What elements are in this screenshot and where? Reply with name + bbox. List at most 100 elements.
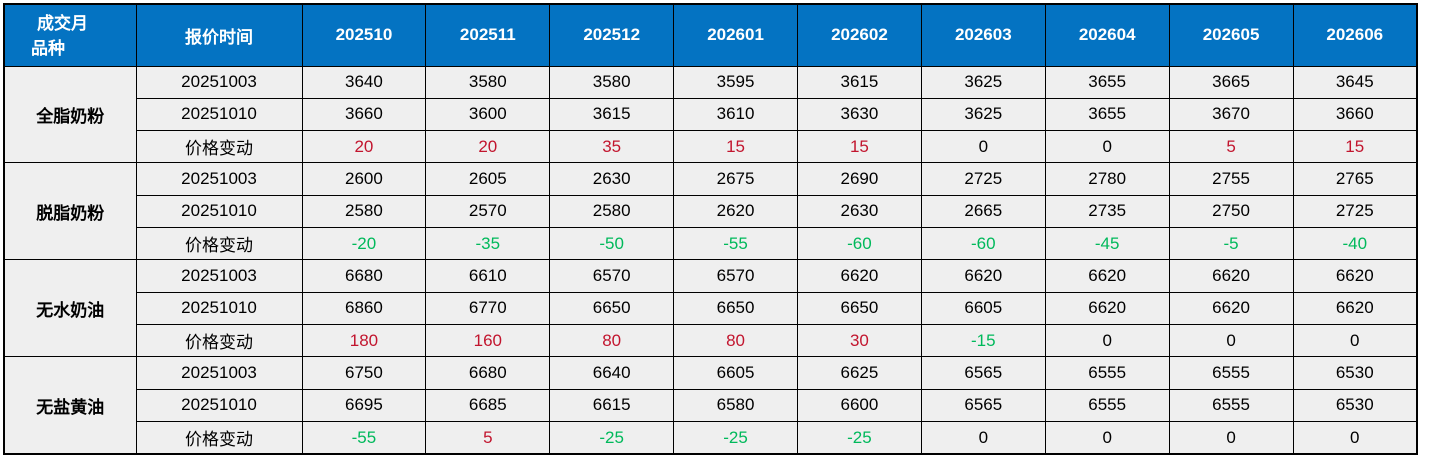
corner-header-cell: 成交月 品种 bbox=[3, 3, 137, 67]
price-cell: 3660 bbox=[301, 97, 427, 132]
product-name: 无水奶油 bbox=[3, 259, 137, 358]
price-change-cell: 20 bbox=[301, 130, 427, 164]
price-cell: 2580 bbox=[301, 194, 427, 229]
price-cell: 2750 bbox=[1168, 194, 1294, 229]
price-cell: 2725 bbox=[920, 162, 1046, 196]
price-cell: 3610 bbox=[673, 97, 798, 132]
quote-date-label: 20251003 bbox=[135, 65, 303, 99]
price-cell: 6605 bbox=[920, 291, 1046, 326]
price-cell: 6620 bbox=[1292, 291, 1418, 326]
price-cell: 3665 bbox=[1168, 65, 1294, 99]
price-change-cell: 0 bbox=[1292, 324, 1418, 358]
price-cell: 3600 bbox=[425, 97, 551, 132]
quote-date-label: 20251010 bbox=[135, 97, 303, 132]
price-cell: 3625 bbox=[920, 97, 1046, 132]
table-body: 全脂奶粉 20251003 3640 3580 3580 3595 3615 3625 3655… bbox=[3, 65, 1418, 455]
price-change-cell: 0 bbox=[920, 130, 1046, 164]
quote-date-label: 20251003 bbox=[135, 356, 303, 390]
change-row-label: 价格变动 bbox=[135, 227, 303, 261]
price-cell: 6570 bbox=[549, 259, 675, 293]
price-change-cell: -25 bbox=[797, 421, 922, 455]
corner-label-contract-month: 成交月 bbox=[37, 14, 88, 34]
price-change-cell: 0 bbox=[1292, 421, 1418, 455]
price-cell: 6650 bbox=[549, 291, 675, 326]
table-row: 脱脂奶粉 20251003 2600 2605 2630 2675 2690 2725 2780… bbox=[3, 162, 1418, 261]
price-cell: 6605 bbox=[673, 356, 798, 390]
table-row: 价格变动 -55 5 -25 -25 -25 0 0 0 0 bbox=[4, 421, 1418, 455]
price-table-container: 成交月 品种 报价时间 202510 202511 202512 202601 2026… bbox=[3, 3, 1418, 455]
price-cell: 2725 bbox=[1292, 194, 1418, 229]
change-row-label: 价格变动 bbox=[135, 421, 303, 455]
corner-label-product: 品种 bbox=[31, 39, 65, 59]
table-row: 全脂奶粉 20251003 3640 3580 3580 3595 3615 3625 3655… bbox=[3, 65, 1418, 164]
price-change-cell: -15 bbox=[920, 324, 1046, 358]
price-cell: 2600 bbox=[301, 162, 427, 196]
quote-date-label: 20251010 bbox=[135, 291, 303, 326]
table-row: 20251010 3660 3600 3615 3610 3630 3625 3655 3670… bbox=[4, 97, 1418, 132]
price-cell: 3625 bbox=[920, 65, 1046, 99]
price-cell: 6600 bbox=[797, 388, 922, 423]
price-cell: 2630 bbox=[797, 194, 922, 229]
price-cell: 6555 bbox=[1044, 356, 1170, 390]
table-row: 20251010 2580 2570 2580 2620 2630 2665 2735 2750… bbox=[4, 194, 1418, 229]
price-cell: 6695 bbox=[301, 388, 427, 423]
quote-date-label: 20251010 bbox=[135, 388, 303, 423]
price-cell: 6860 bbox=[301, 291, 427, 326]
product-name: 全脂奶粉 bbox=[3, 65, 137, 164]
price-change-cell: 0 bbox=[920, 421, 1046, 455]
month-header: 202605 bbox=[1168, 3, 1294, 67]
quote-date-label: 20251003 bbox=[135, 259, 303, 293]
price-cell: 6580 bbox=[673, 388, 798, 423]
price-change-cell: 80 bbox=[549, 324, 675, 358]
price-cell: 3580 bbox=[549, 65, 675, 99]
price-change-cell: -25 bbox=[549, 421, 675, 455]
price-cell: 3655 bbox=[1044, 65, 1170, 99]
product-name: 脱脂奶粉 bbox=[3, 162, 137, 261]
price-cell: 6650 bbox=[797, 291, 922, 326]
price-cell: 3645 bbox=[1292, 65, 1418, 99]
table-row: 20251010 6860 6770 6650 6650 6650 6605 6620 6620… bbox=[4, 291, 1418, 326]
price-cell: 3655 bbox=[1044, 97, 1170, 132]
price-change-cell: 0 bbox=[1168, 421, 1294, 455]
price-change-cell: 0 bbox=[1044, 130, 1170, 164]
table-row: 无盐黄油 20251003 6750 6680 6640 6605 6625 6565 6555… bbox=[3, 356, 1418, 455]
price-cell: 3640 bbox=[301, 65, 427, 99]
price-cell: 3580 bbox=[425, 65, 551, 99]
price-cell: 6620 bbox=[797, 259, 922, 293]
month-header: 202603 bbox=[920, 3, 1046, 67]
price-cell: 3595 bbox=[673, 65, 798, 99]
price-change-cell: 160 bbox=[425, 324, 551, 358]
table-row: 无水奶油 20251003 6680 6610 6570 6570 6620 6620 6620… bbox=[3, 259, 1418, 358]
table-row: 价格变动 20 20 35 15 15 0 0 5 15 bbox=[4, 130, 1418, 164]
price-change-cell: 30 bbox=[797, 324, 922, 358]
price-cell: 6680 bbox=[301, 259, 427, 293]
price-cell: 6555 bbox=[1044, 388, 1170, 423]
price-cell: 2735 bbox=[1044, 194, 1170, 229]
price-cell: 6770 bbox=[425, 291, 551, 326]
month-header: 202606 bbox=[1292, 3, 1418, 67]
price-cell: 2605 bbox=[425, 162, 551, 196]
price-change-cell: 20 bbox=[425, 130, 551, 164]
price-change-cell: 0 bbox=[1044, 421, 1170, 455]
price-change-cell: -55 bbox=[301, 421, 427, 455]
price-cell: 3670 bbox=[1168, 97, 1294, 132]
price-cell: 3660 bbox=[1292, 97, 1418, 132]
price-cell: 6620 bbox=[1292, 259, 1418, 293]
quote-date-label: 20251003 bbox=[135, 162, 303, 196]
price-cell: 2580 bbox=[549, 194, 675, 229]
change-row-label: 价格变动 bbox=[135, 130, 303, 164]
price-change-cell: -55 bbox=[673, 227, 798, 261]
month-header: 202601 bbox=[673, 3, 798, 67]
price-change-cell: 5 bbox=[1168, 130, 1294, 164]
price-change-cell: -5 bbox=[1168, 227, 1294, 261]
price-change-cell: 0 bbox=[1044, 324, 1170, 358]
price-change-cell: -40 bbox=[1292, 227, 1418, 261]
price-change-cell: 180 bbox=[301, 324, 427, 358]
price-cell: 2780 bbox=[1044, 162, 1170, 196]
price-cell: 6685 bbox=[425, 388, 551, 423]
price-cell: 2665 bbox=[920, 194, 1046, 229]
price-cell: 6620 bbox=[1044, 291, 1170, 326]
table-row: 价格变动 180 160 80 80 30 -15 0 0 0 bbox=[4, 324, 1418, 358]
header-row: 成交月 品种 报价时间 202510 202511 202512 202601 2026… bbox=[3, 3, 1418, 67]
price-change-cell: -60 bbox=[797, 227, 922, 261]
